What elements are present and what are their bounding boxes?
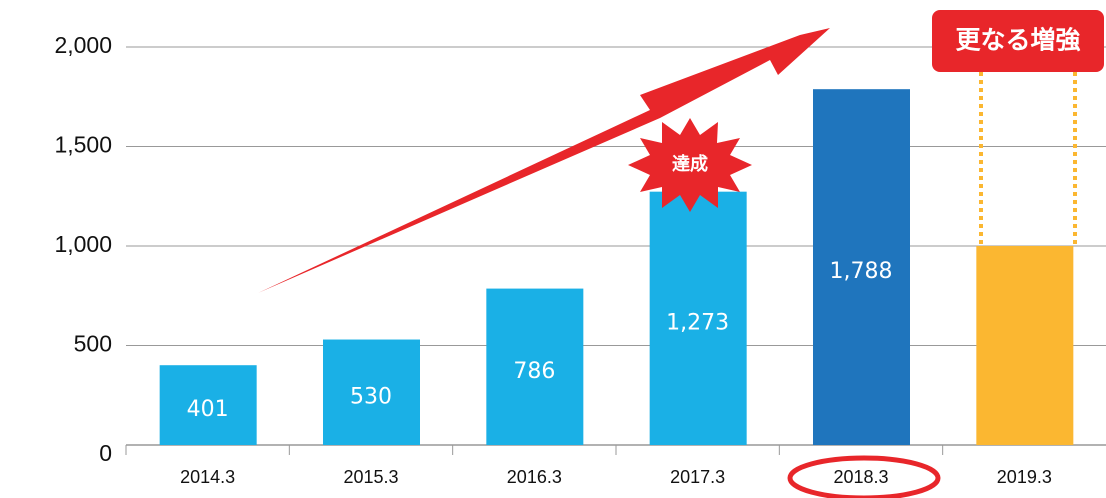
bar bbox=[813, 89, 910, 446]
achieved-burst bbox=[628, 118, 752, 212]
x-tick-label: 2015.3 bbox=[343, 467, 398, 487]
y-tick-label: 1,000 bbox=[54, 231, 112, 257]
bar bbox=[323, 339, 420, 445]
bar bbox=[159, 365, 257, 445]
bar bbox=[976, 246, 1074, 445]
achieved-label: 達成 bbox=[672, 153, 708, 174]
y-tick-label: 0 bbox=[99, 440, 112, 466]
x-tick-label: 2019.3 bbox=[997, 467, 1052, 487]
value-label: 1,788 bbox=[830, 259, 893, 284]
bar bbox=[649, 191, 747, 445]
growth-arrow bbox=[258, 28, 830, 293]
x-tick-label: 2018.3 bbox=[833, 467, 888, 487]
value-label: 786 bbox=[513, 359, 555, 384]
value-label: 1,273 bbox=[666, 310, 729, 335]
further-label: 更なる増強 bbox=[955, 26, 1080, 55]
y-tick-label: 500 bbox=[74, 331, 112, 357]
x-tick-label: 2014.3 bbox=[180, 467, 235, 487]
x-tick-label: 2016.3 bbox=[507, 467, 562, 487]
x-tick-label: 2017.3 bbox=[670, 467, 725, 487]
value-label: 401 bbox=[187, 397, 229, 422]
y-tick-label: 1,500 bbox=[54, 132, 112, 158]
y-tick-label: 2,000 bbox=[54, 32, 112, 58]
highlight-ellipse bbox=[787, 455, 941, 498]
bar bbox=[486, 288, 584, 445]
further-box bbox=[932, 10, 1104, 72]
value-label: 530 bbox=[350, 384, 392, 409]
